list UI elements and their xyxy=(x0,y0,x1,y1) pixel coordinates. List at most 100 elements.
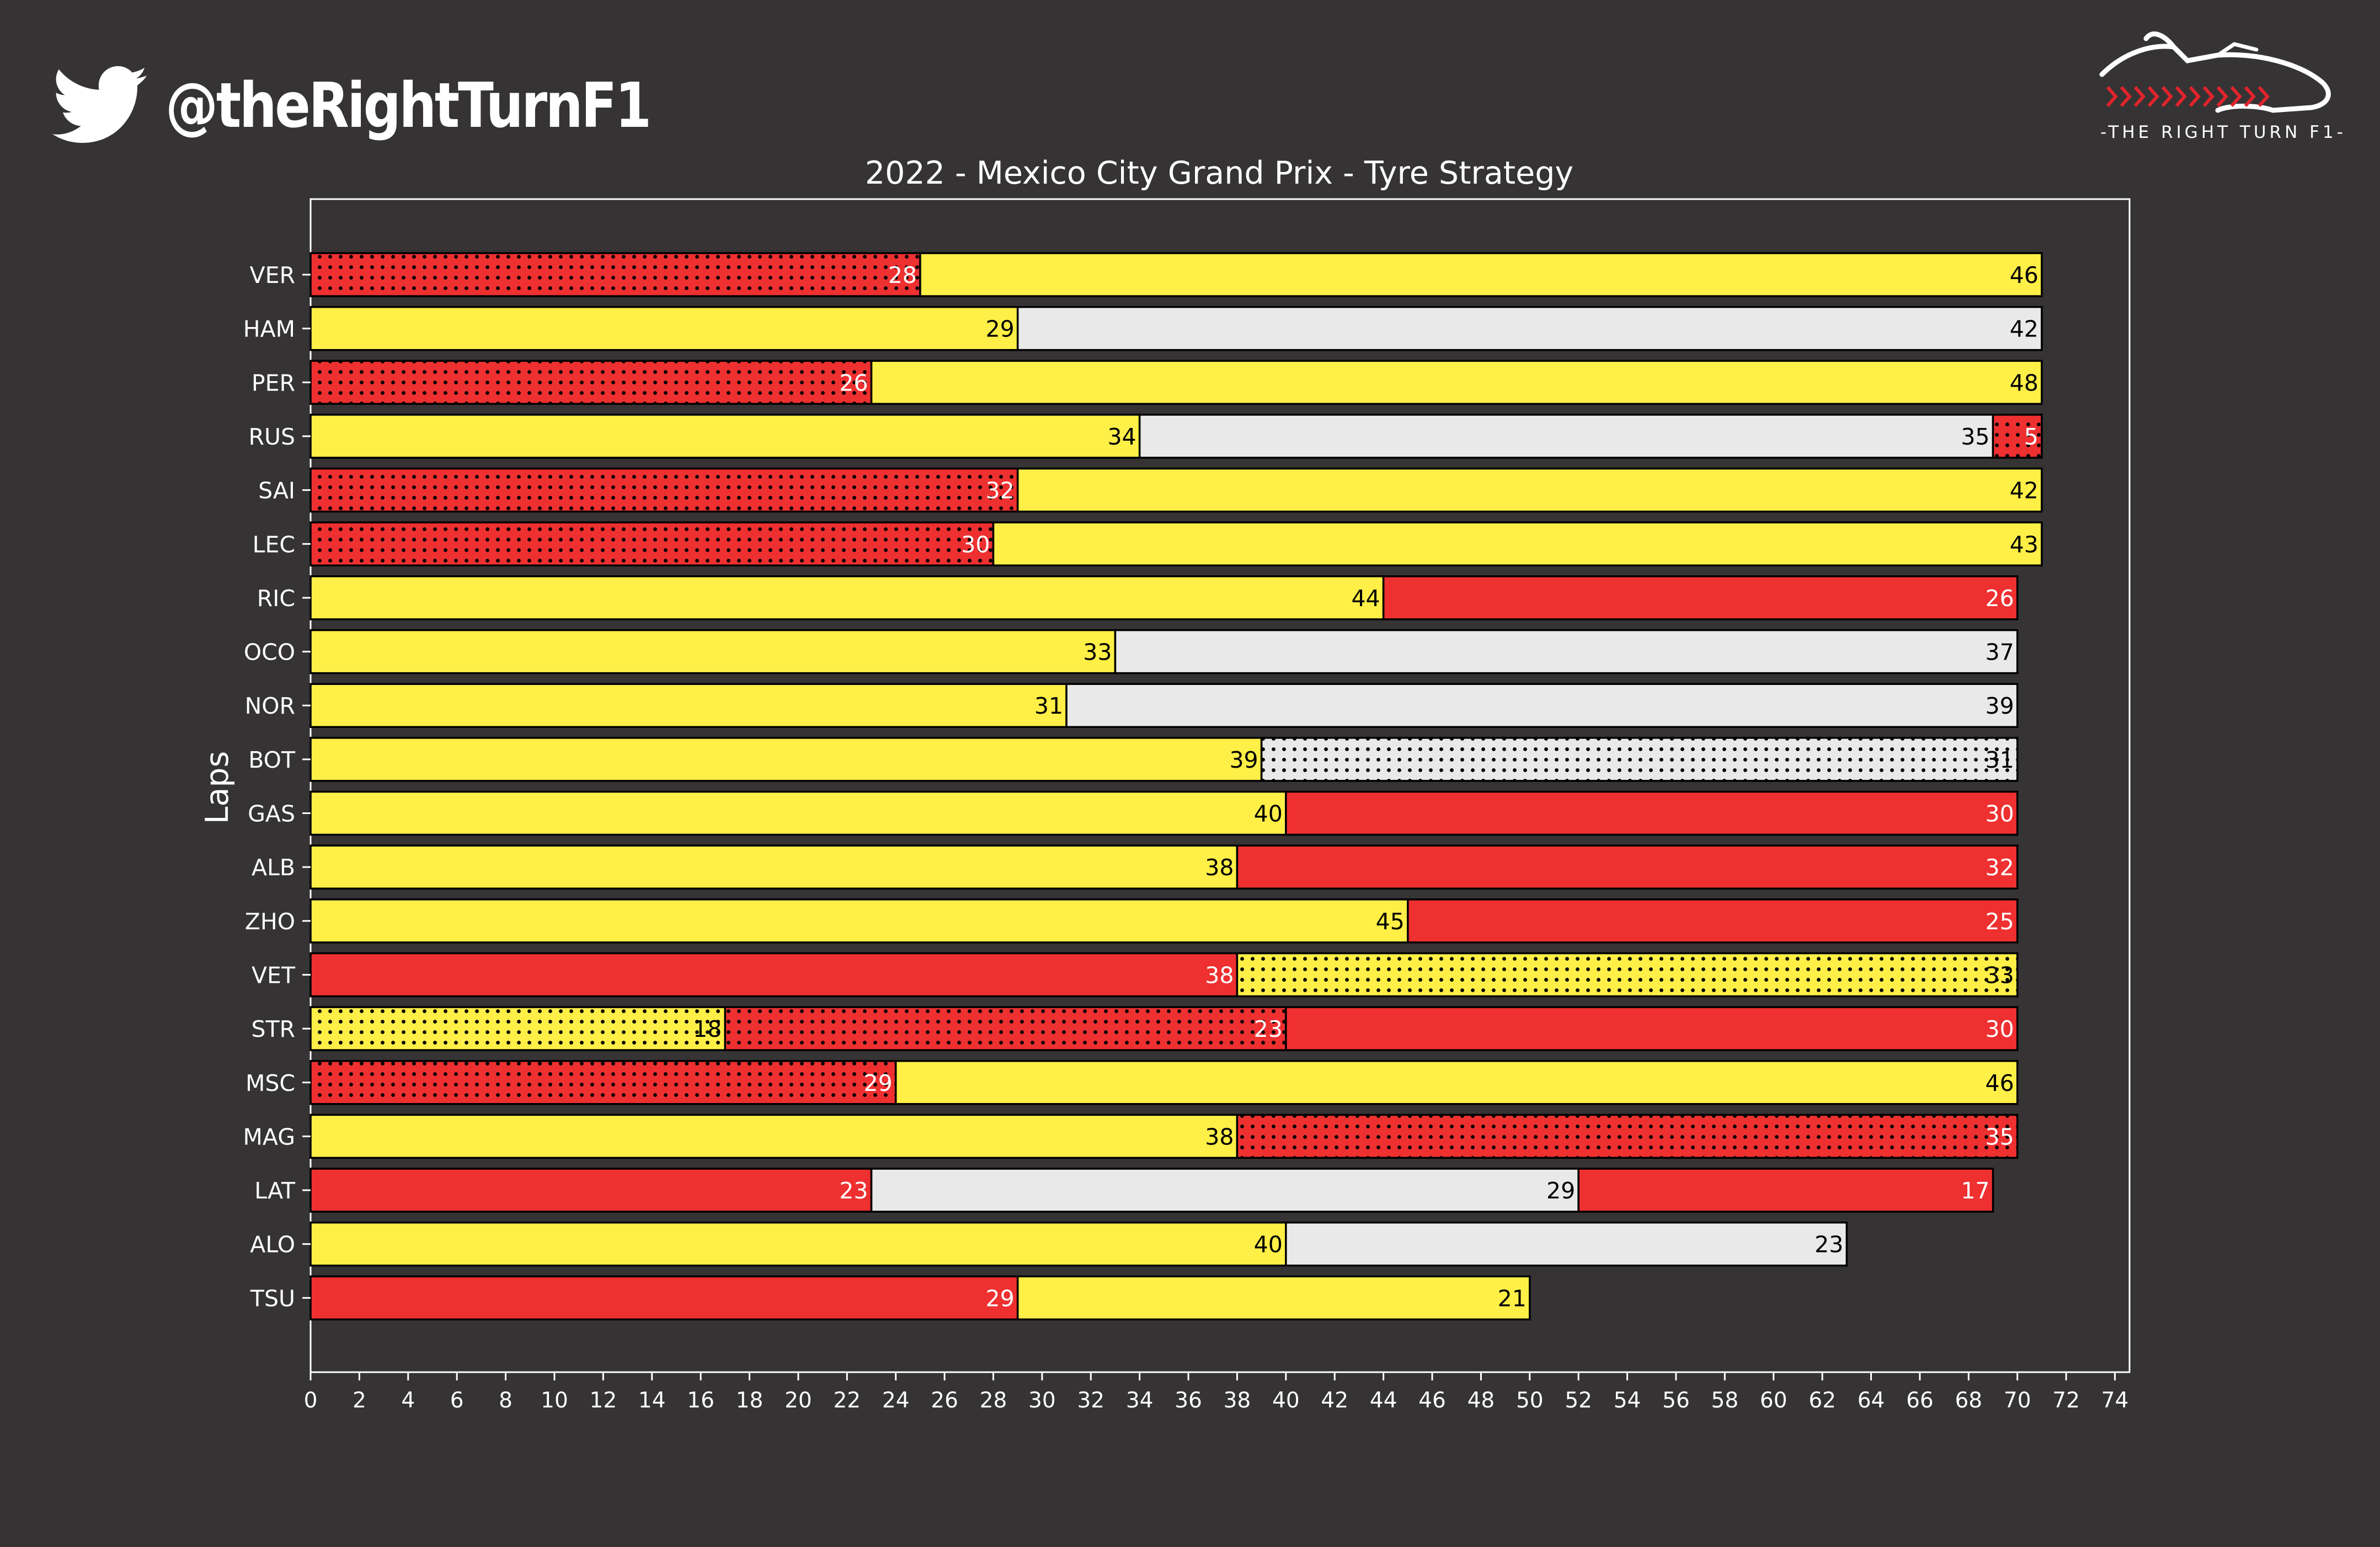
stint-lap-label: 28 xyxy=(888,262,917,288)
new-tyre-pattern xyxy=(1237,1115,2018,1158)
stint-lap-label: 42 xyxy=(2010,316,2039,342)
stint-bar-alb-2 xyxy=(1236,844,2019,890)
stint-lap-label: 31 xyxy=(1034,693,1063,719)
stint-bar-oco-1 xyxy=(309,629,1117,675)
driver-label-str: STR xyxy=(251,1016,295,1042)
x-tick-label: 0 xyxy=(304,1388,318,1413)
x-tick-label: 14 xyxy=(638,1388,666,1413)
stint-bar-gas-1 xyxy=(309,790,1287,836)
new-tyre-pattern xyxy=(1993,414,2042,458)
driver-label-msc: MSC xyxy=(246,1070,295,1096)
new-tyre-pattern xyxy=(311,1007,725,1051)
driver-row-vet: 38 33 xyxy=(309,952,2019,998)
stint-lap-label: 31 xyxy=(1986,747,2014,773)
stint-bar-lat-3 xyxy=(1577,1168,1994,1213)
x-tick-label: 38 xyxy=(1224,1388,1251,1413)
x-tick-label: 22 xyxy=(833,1388,861,1413)
x-tick-label: 28 xyxy=(980,1388,1007,1413)
driver-row-nor: 31 39 xyxy=(309,683,2019,728)
stint-bar-str-3 xyxy=(1285,1006,2019,1051)
x-tick-label: 40 xyxy=(1272,1388,1300,1413)
chart-title: 2022 - Mexico City Grand Prix - Tyre Str… xyxy=(865,155,1573,191)
stint-lap-label: 30 xyxy=(961,531,990,558)
new-tyre-pattern xyxy=(311,253,920,296)
stint-lap-label: 34 xyxy=(1107,424,1136,450)
stint-lap-label: 33 xyxy=(1986,962,2014,988)
stint-bar-tsu-2 xyxy=(1016,1275,1531,1321)
x-tick-label: 2 xyxy=(353,1388,366,1413)
stint-bar-mag-1 xyxy=(309,1114,1239,1159)
x-tick-label: 54 xyxy=(1614,1388,1641,1413)
driver-row-bot: 39 31 xyxy=(309,737,2019,782)
driver-row-per: 26 48 xyxy=(309,360,2043,405)
x-tick-label: 64 xyxy=(1858,1388,1885,1413)
stint-bar-zho-2 xyxy=(1407,898,2019,944)
driver-row-alo: 40 23 xyxy=(309,1221,1848,1267)
stint-bar-rus-2 xyxy=(1138,414,1994,459)
x-tick-label: 6 xyxy=(450,1388,464,1413)
x-tick-label: 48 xyxy=(1468,1388,1495,1413)
driver-label-oco: OCO xyxy=(244,639,295,666)
x-tick-label: 66 xyxy=(1906,1388,1934,1413)
driver-label-ric: RIC xyxy=(257,585,295,612)
stint-lap-label: 48 xyxy=(2010,370,2039,396)
stint-lap-label: 21 xyxy=(1498,1285,1527,1312)
stint-bar-lec-2 xyxy=(992,521,2043,566)
twitter-handle[interactable]: @theRightTurnF1 xyxy=(166,70,652,142)
driver-label-gas: GAS xyxy=(248,801,295,827)
x-tick-label: 60 xyxy=(1760,1388,1787,1413)
driver-row-mag: 38 35 xyxy=(309,1114,2019,1159)
driver-row-ver: 28 46 xyxy=(309,252,2043,297)
driver-label-tsu: TSU xyxy=(250,1285,295,1312)
stint-lap-label: 43 xyxy=(2010,531,2039,558)
x-tick-label: 62 xyxy=(1808,1388,1836,1413)
driver-row-sai: 32 42 xyxy=(309,467,2043,513)
driver-label-sai: SAI xyxy=(258,478,295,504)
driver-label-bot: BOT xyxy=(248,747,296,773)
new-tyre-pattern xyxy=(311,522,994,566)
driver-label-lat: LAT xyxy=(254,1177,296,1204)
driver-label-alb: ALB xyxy=(252,854,295,881)
stint-lap-label: 35 xyxy=(1961,424,1989,450)
driver-row-alb: 38 32 xyxy=(309,844,2019,890)
stint-lap-label: 39 xyxy=(1986,693,2014,719)
stint-bar-ric-2 xyxy=(1382,575,2019,620)
stint-lap-label: 29 xyxy=(1546,1177,1575,1204)
stint-lap-label: 30 xyxy=(1986,801,2014,827)
driver-label-mag: MAG xyxy=(243,1123,295,1150)
new-tyre-pattern xyxy=(311,1061,896,1104)
new-tyre-pattern xyxy=(725,1007,1286,1051)
x-tick-label: 34 xyxy=(1126,1388,1154,1413)
the-right-turn-logo xyxy=(2099,31,2331,113)
stint-bar-msc-2 xyxy=(894,1060,2019,1105)
stint-lap-label: 40 xyxy=(1254,801,1283,827)
brand-header: @theRightTurnF1 xyxy=(52,62,735,150)
x-tick-label: 24 xyxy=(882,1388,910,1413)
stint-bar-ver-2 xyxy=(919,252,2043,297)
logo-car-outline xyxy=(2099,44,2331,113)
stint-lap-label: 25 xyxy=(1986,908,2014,935)
x-tick-label: 18 xyxy=(736,1388,764,1413)
driver-row-gas: 40 30 xyxy=(309,790,2019,836)
driver-label-alo: ALO xyxy=(250,1232,295,1258)
x-tick-label: 44 xyxy=(1370,1388,1397,1413)
stint-bar-alb-1 xyxy=(309,844,1239,890)
driver-row-ric: 44 26 xyxy=(309,575,2019,620)
driver-row-oco: 33 37 xyxy=(309,629,2019,675)
stint-bar-ham-2 xyxy=(1016,306,2043,351)
stint-lap-label: 33 xyxy=(1083,639,1112,666)
x-tick-label: 8 xyxy=(499,1388,513,1413)
x-tick-label: 26 xyxy=(931,1388,958,1413)
stint-lap-label: 26 xyxy=(839,370,868,396)
driver-label-rus: RUS xyxy=(248,424,295,450)
driver-row-ham: 29 42 xyxy=(309,306,2043,351)
x-tick-label: 52 xyxy=(1565,1388,1592,1413)
stint-bar-nor-1 xyxy=(309,683,1068,728)
stint-lap-label: 23 xyxy=(1815,1232,1843,1258)
stint-lap-label: 29 xyxy=(986,1285,1015,1312)
stint-bar-gas-2 xyxy=(1285,790,2019,836)
x-tick-label: 50 xyxy=(1516,1388,1544,1413)
x-tick-label: 70 xyxy=(2004,1388,2031,1413)
